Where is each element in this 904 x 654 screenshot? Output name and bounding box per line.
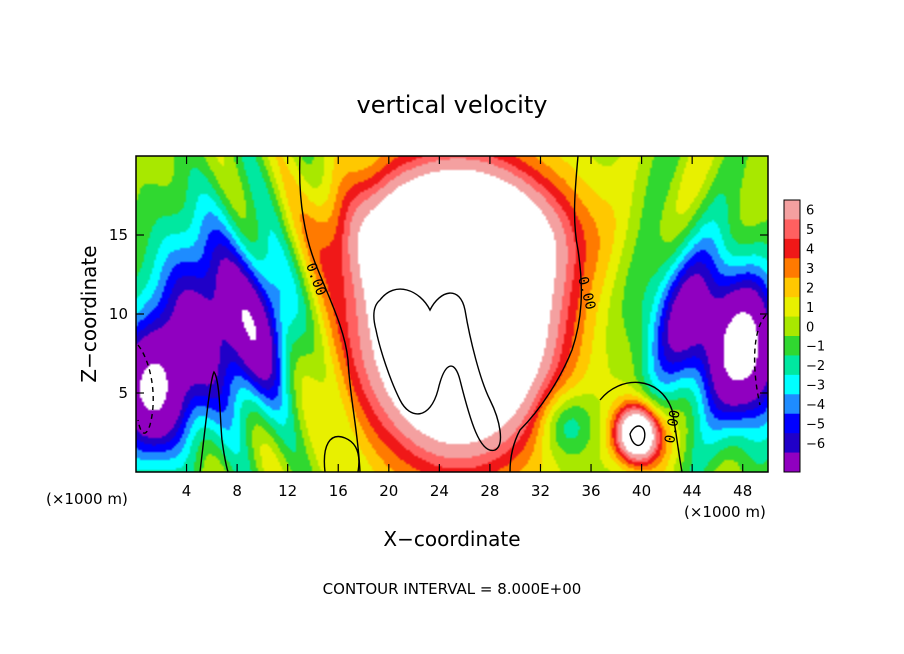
colorbar-label: 3 (806, 262, 814, 277)
y-axis-label: Z−coordinate (77, 245, 101, 382)
x-tick-label: 24 (430, 482, 449, 500)
colorbar-swatch (784, 413, 800, 434)
contour-line-right (509, 156, 583, 472)
colorbar-swatch (784, 394, 800, 415)
colorbar-swatch (784, 200, 800, 220)
contour-lower-mid (323, 435, 360, 472)
contour-label-bubble: 0.00 (662, 409, 684, 445)
colorbar-label: −3 (806, 379, 825, 394)
x-tick-label: 4 (182, 482, 192, 500)
x-unit-right: (×1000 m) (684, 503, 766, 521)
plot-area (136, 156, 768, 472)
contour-bubble (629, 425, 646, 447)
x-tick-label: 16 (329, 482, 348, 500)
colorbar-swatch (784, 258, 800, 279)
contour-lower-right (599, 381, 683, 472)
colorbar-swatch (784, 277, 800, 298)
colorbar-swatch (784, 433, 800, 454)
contour-interval-footer: CONTOUR INTERVAL = 8.000E+00 (323, 580, 582, 598)
x-axis: 4 8 12 16 20 24 28 32 36 40 44 48 (182, 156, 752, 500)
colorbar-swatch (784, 297, 800, 318)
colorbar-swatch (784, 238, 800, 259)
colorbar-label: 1 (806, 301, 814, 316)
x-axis-label: X−coordinate (383, 527, 520, 551)
y-axis: 5 10 15 (109, 226, 768, 402)
colorbar-label: −6 (806, 437, 825, 452)
x-tick-label: 20 (379, 482, 398, 500)
colorbar-label: 2 (806, 281, 814, 296)
x-tick-label: 36 (581, 482, 600, 500)
colorbar-swatch (784, 336, 800, 356)
colorbar: 6 5 4 3 2 1 0 −1 −2 −3 −4 −5 −6 (783, 199, 825, 473)
colorbar-swatch (784, 452, 800, 473)
colorbar-label: −2 (806, 359, 825, 374)
colorbar-label: −5 (806, 417, 825, 432)
colorbar-frame (783, 199, 801, 473)
contour-line-left (298, 156, 361, 472)
contour-core (373, 288, 502, 452)
colorbar-label: 4 (806, 243, 814, 258)
x-unit-left: (×1000 m) (46, 490, 128, 508)
contour-right-dash (753, 314, 767, 406)
colorbar-swatch (784, 316, 800, 337)
colorbar-label: 5 (806, 223, 814, 238)
y-tick-label: 10 (109, 305, 128, 323)
zero-contours (137, 156, 767, 472)
colorbar-swatch (784, 374, 800, 395)
colorbar-label: −1 (806, 340, 825, 355)
contour-left-dash (137, 344, 154, 434)
colorbar-label: 6 (806, 204, 814, 219)
x-tick-label: 48 (733, 482, 752, 500)
velocity-field (136, 156, 768, 472)
y-tick-label: 15 (109, 226, 128, 244)
x-tick-label: 12 (278, 482, 297, 500)
contour-lower-left (199, 370, 229, 472)
x-tick-label: 28 (480, 482, 499, 500)
x-tick-label: 44 (683, 482, 702, 500)
y-tick-label: 5 (118, 384, 128, 402)
colorbar-label: −4 (806, 398, 825, 413)
x-tick-label: 32 (531, 482, 550, 500)
x-tick-label: 8 (232, 482, 242, 500)
colorbar-label: 0 (806, 320, 814, 335)
colorbar-swatch (784, 219, 800, 240)
colorbar-swatch (784, 355, 800, 376)
x-tick-label: 40 (632, 482, 651, 500)
chart-title: vertical velocity (357, 91, 548, 119)
